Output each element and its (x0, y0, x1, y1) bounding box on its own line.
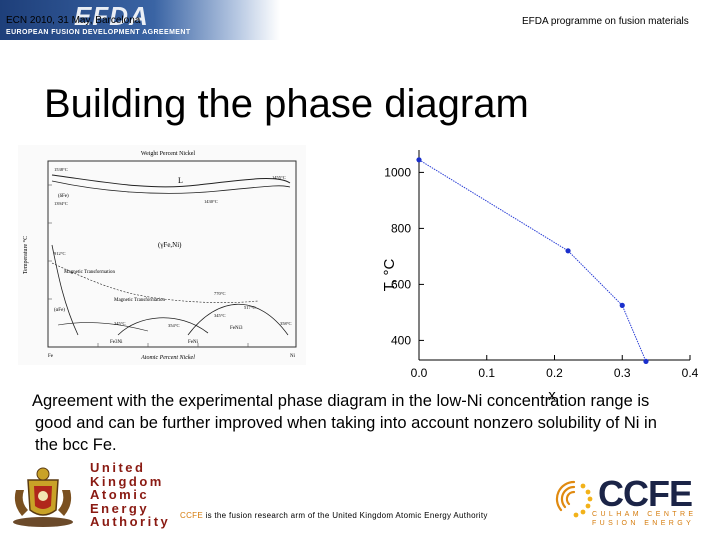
fe-ni-phase-diagram: Weight Percent Nickel Atomic Percent Nic… (18, 145, 306, 365)
ukaea-wordmark: United Kingdom Atomic Energy Authority (90, 461, 170, 529)
phase-temp-912: 912°C (54, 251, 66, 256)
phase-fe3ni: Fe3Ni (110, 340, 123, 345)
phase-gamma-boundary (51, 244, 79, 336)
ccfe-sub-line-2: FUSION ENERGY (592, 520, 695, 527)
chart-y-tick-label: 600 (391, 277, 411, 291)
chart-x-tick-label: 0.2 (546, 366, 563, 380)
chart-x-tick-label: 0.0 (411, 366, 428, 380)
caption-line-3: the bcc Fe. (35, 436, 117, 454)
chart-y-tick-label: 800 (391, 221, 411, 235)
phase-region-delta: (δFe) (58, 194, 69, 199)
footer-statement: CCFE is the fusion research arm of the U… (180, 511, 488, 520)
chart-series-line (418, 159, 647, 362)
efda-banner: EFDA EUROPEAN FUSION DEVELOPMENT AGREEME… (0, 0, 280, 40)
phase-temp-345b: 345°C (214, 313, 226, 318)
phase-temp-1538: 1538°C (54, 167, 68, 172)
phase-y-axis-label: Temperature °C (22, 236, 29, 274)
phase-top-axis-label: Weight Percent Nickel (141, 151, 195, 157)
ukaea-line-4: Energy (90, 500, 150, 516)
ccfe-sun-icon (555, 480, 593, 518)
phase-temp-345a: 345°C (114, 321, 126, 326)
chart-x-tick-label: 0.3 (614, 366, 631, 380)
phase-feni3: FeNi3 (230, 326, 243, 331)
phase-temp-1455: 1455°C (272, 175, 286, 180)
chart-data-point (565, 248, 571, 254)
ccfe-sub-line-1: CULHAM CENTRE (592, 511, 697, 518)
slide-title: Building the phase diagram (44, 82, 529, 126)
phase-temp-517: 517°C (244, 305, 256, 310)
footer-ccfe: CCFE (180, 511, 203, 520)
programme-label: EFDA programme on fusion materials (522, 16, 689, 27)
slide-caption: Agreement with the experimental phase di… (32, 390, 718, 456)
chart-data-point (643, 358, 649, 364)
chart-x-axis-label: x (548, 387, 556, 400)
phase-ordered-dome-2 (187, 303, 289, 336)
phase-magnetic-line (51, 262, 259, 303)
phase-element-ni: Ni (290, 354, 296, 359)
phase-ordered-dome-1 (117, 317, 209, 336)
phase-region-alpha: (αFe) (54, 308, 65, 313)
phase-solidus (51, 180, 291, 194)
phase-region-liquid: L (178, 176, 183, 185)
caption-line-1: Agreement with the experimental phase di… (32, 392, 650, 410)
phase-bottom-axis-label: Atomic Percent Nickel (140, 355, 195, 361)
phase-element-fe: Fe (48, 354, 54, 359)
chart-y-tick-label: 400 (391, 333, 411, 347)
ukaea-line-5: Authority (90, 514, 171, 529)
phase-eutectoid (57, 322, 149, 332)
efda-logo: EFDA (74, 1, 149, 31)
phase-feni: FeNi (188, 340, 199, 345)
phase-temp-358: 358°C (280, 321, 292, 326)
phase-temp-770: 770°C (214, 291, 226, 296)
phase-magnetic-lower: Magnetic Transformation (114, 298, 165, 303)
phase-temp-354: 354°C (168, 323, 180, 328)
ukaea-crest-icon (13, 467, 73, 527)
efda-banner-subtitle: EUROPEAN FUSION DEVELOPMENT AGREEMENT (6, 29, 191, 36)
footer-text: is the fusion research arm of the United… (202, 511, 488, 520)
chart-y-axis-label: T, °C (381, 259, 398, 292)
ukaea-line-1: United (90, 460, 146, 475)
phase-temp-1430: 1430°C (204, 199, 218, 204)
caption-line-2: good and can be further improved when ta… (35, 414, 657, 432)
phase-temp-1394: 1394°C (54, 201, 68, 206)
ukaea-line-3: Atomic (90, 487, 150, 502)
ccfe-subtitle: CULHAM CENTRE FUSION ENERGY (592, 510, 696, 528)
ccfe-logo: CCFE (598, 473, 693, 514)
chart-y-tick-label: 1000 (384, 165, 411, 179)
chart-data-point (416, 157, 422, 163)
chart-data-point (619, 302, 625, 308)
meeting-info: ECN 2010, 31 May, Barcelona (6, 15, 141, 26)
phase-liquidus (51, 174, 291, 188)
chart-x-tick-label: 0.1 (478, 366, 495, 380)
computed-phase-line-chart: T, °C x 0.0 0.1 0.2 0.3 0.4 400 600 800 1000 (381, 150, 699, 400)
chart-x-tick-label: 0.4 (682, 366, 699, 380)
phase-region-gamma: (γFe,Ni) (158, 241, 182, 249)
phase-frame (47, 160, 297, 348)
ukaea-line-2: Kingdom (90, 473, 164, 489)
phase-magnetic-upper: Magnetic Transformation (64, 270, 115, 275)
